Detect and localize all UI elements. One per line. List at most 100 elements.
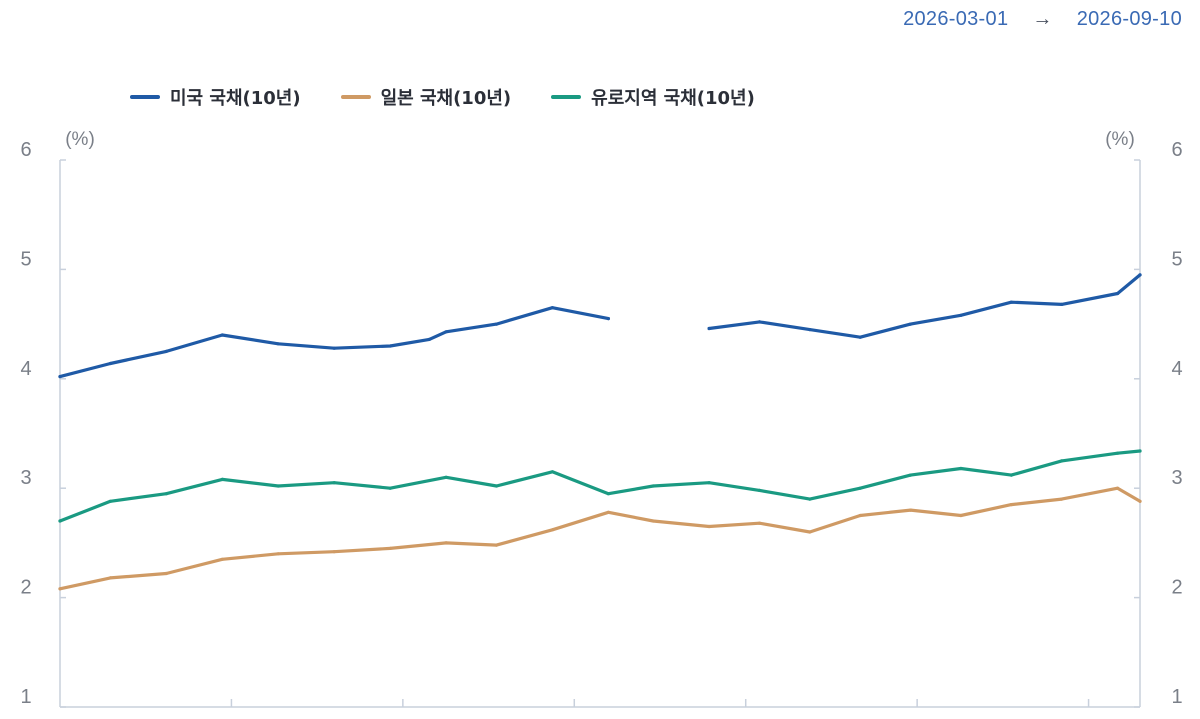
data-point-euro bbox=[1060, 459, 1064, 463]
data-point-japan bbox=[651, 519, 655, 523]
data-point-us bbox=[808, 328, 812, 332]
data-point-japan bbox=[909, 508, 913, 512]
y-tick-label-right: 2 bbox=[1171, 577, 1182, 599]
arrow-right-icon: → bbox=[1032, 8, 1053, 30]
data-point-japan bbox=[1116, 486, 1120, 490]
data-point-euro bbox=[332, 481, 336, 485]
data-point-us bbox=[427, 337, 431, 341]
data-point-us bbox=[494, 322, 499, 326]
y-tick-label-right: 4 bbox=[1171, 358, 1182, 380]
data-point-japan bbox=[808, 530, 812, 534]
data-point-japan bbox=[332, 550, 336, 554]
data-point-japan bbox=[606, 510, 611, 514]
legend-swatch-euro bbox=[551, 95, 582, 99]
y-tick-label-left: 5 bbox=[20, 248, 31, 270]
chart-legend: 미국 국채(10년) 일본 국채(10년) 유로지역 국채(10년) bbox=[130, 84, 795, 110]
data-point-euro bbox=[444, 475, 448, 479]
data-point-us bbox=[58, 375, 62, 379]
data-point-us bbox=[606, 317, 611, 321]
data-point-us bbox=[332, 346, 336, 350]
data-point-japan bbox=[494, 543, 499, 547]
data-point-japan bbox=[959, 513, 963, 518]
data-point-us bbox=[858, 335, 862, 339]
data-point-euro bbox=[220, 477, 224, 481]
data-point-euro bbox=[858, 486, 862, 490]
data-point-us bbox=[757, 320, 762, 324]
data-point-euro bbox=[494, 484, 499, 488]
data-point-japan bbox=[707, 524, 711, 529]
data-point-euro bbox=[909, 473, 913, 477]
data-point-euro bbox=[707, 481, 711, 485]
data-point-us bbox=[1138, 273, 1142, 277]
data-point-us bbox=[164, 349, 168, 353]
y-tick-label-right: 5 bbox=[1171, 248, 1182, 270]
date-range-start[interactable]: 2026-03-01 bbox=[903, 8, 1009, 30]
data-point-euro bbox=[651, 484, 655, 488]
data-point-japan bbox=[1060, 497, 1064, 501]
data-point-japan bbox=[276, 552, 280, 556]
data-point-japan bbox=[220, 557, 224, 561]
data-point-euro bbox=[388, 486, 392, 490]
data-point-us bbox=[1009, 300, 1013, 304]
y-tick-label-left: 3 bbox=[20, 467, 31, 489]
data-point-japan bbox=[164, 571, 168, 576]
data-point-us bbox=[707, 326, 711, 331]
data-point-euro bbox=[164, 492, 168, 496]
left-unit-label: (%) bbox=[65, 129, 95, 150]
series-line-euro bbox=[58, 449, 1142, 523]
data-point-japan bbox=[550, 528, 555, 532]
data-point-japan bbox=[1138, 499, 1142, 503]
data-point-japan bbox=[1009, 503, 1013, 507]
legend-label-japan: 일본 국채(10년) bbox=[380, 88, 512, 109]
legend-item-japan[interactable]: 일본 국채(10년) bbox=[340, 84, 512, 110]
y-tick-label-right: 1 bbox=[1171, 686, 1182, 708]
legend-label-us: 미국 국채(10년) bbox=[170, 88, 301, 109]
legend-item-us[interactable]: 미국 국채(10년) bbox=[130, 84, 301, 110]
y-tick-label-left: 1 bbox=[20, 686, 31, 708]
y-tick-label-right: 6 bbox=[1171, 139, 1182, 161]
data-point-us bbox=[444, 330, 448, 334]
data-point-us bbox=[1116, 291, 1120, 296]
data-point-euro bbox=[550, 470, 555, 474]
data-point-euro bbox=[808, 497, 812, 501]
data-point-us bbox=[220, 333, 224, 337]
series-layer bbox=[58, 273, 1142, 591]
y-tick-label-right: 3 bbox=[1171, 467, 1182, 489]
data-point-japan bbox=[58, 587, 62, 591]
data-point-japan bbox=[388, 546, 392, 551]
data-point-us bbox=[276, 342, 280, 346]
date-range-end[interactable]: 2026-09-10 bbox=[1076, 8, 1182, 30]
date-range: 2026-03-01 → 2026-09-10 bbox=[903, 8, 1182, 31]
legend-swatch-us bbox=[130, 95, 160, 99]
y-tick-label-left: 6 bbox=[20, 139, 31, 161]
data-point-us bbox=[959, 313, 963, 317]
data-point-japan bbox=[757, 521, 762, 525]
legend-label-euro: 유로지역 국채(10년) bbox=[591, 88, 755, 109]
data-point-us bbox=[1060, 302, 1064, 306]
data-point-us bbox=[909, 322, 913, 326]
right-unit-label: (%) bbox=[1105, 129, 1135, 150]
data-point-euro bbox=[108, 499, 112, 503]
data-point-euro bbox=[606, 492, 611, 496]
data-point-euro bbox=[1009, 473, 1013, 477]
legend-item-euro[interactable]: 유로지역 국채(10년) bbox=[551, 84, 755, 110]
data-point-japan bbox=[858, 513, 862, 518]
data-point-euro bbox=[276, 484, 280, 488]
data-point-us bbox=[550, 306, 555, 310]
data-point-euro bbox=[1116, 451, 1120, 455]
y-tick-label-left: 4 bbox=[20, 358, 31, 380]
data-point-euro bbox=[1138, 449, 1142, 453]
data-point-us bbox=[108, 361, 112, 366]
series-line-us bbox=[58, 273, 1142, 379]
legend-swatch-japan bbox=[340, 95, 371, 99]
series-line-japan bbox=[58, 486, 1142, 591]
data-point-japan bbox=[444, 541, 448, 545]
data-point-euro bbox=[757, 488, 762, 492]
chart-axes: 1 1 2 2 3 3 4 4 5 5 6 6 bbox=[20, 139, 1182, 708]
data-point-japan bbox=[108, 576, 112, 580]
data-point-euro bbox=[58, 519, 62, 523]
data-point-euro bbox=[959, 466, 963, 471]
data-point-us bbox=[388, 344, 392, 348]
y-tick-label-left: 2 bbox=[20, 577, 31, 599]
